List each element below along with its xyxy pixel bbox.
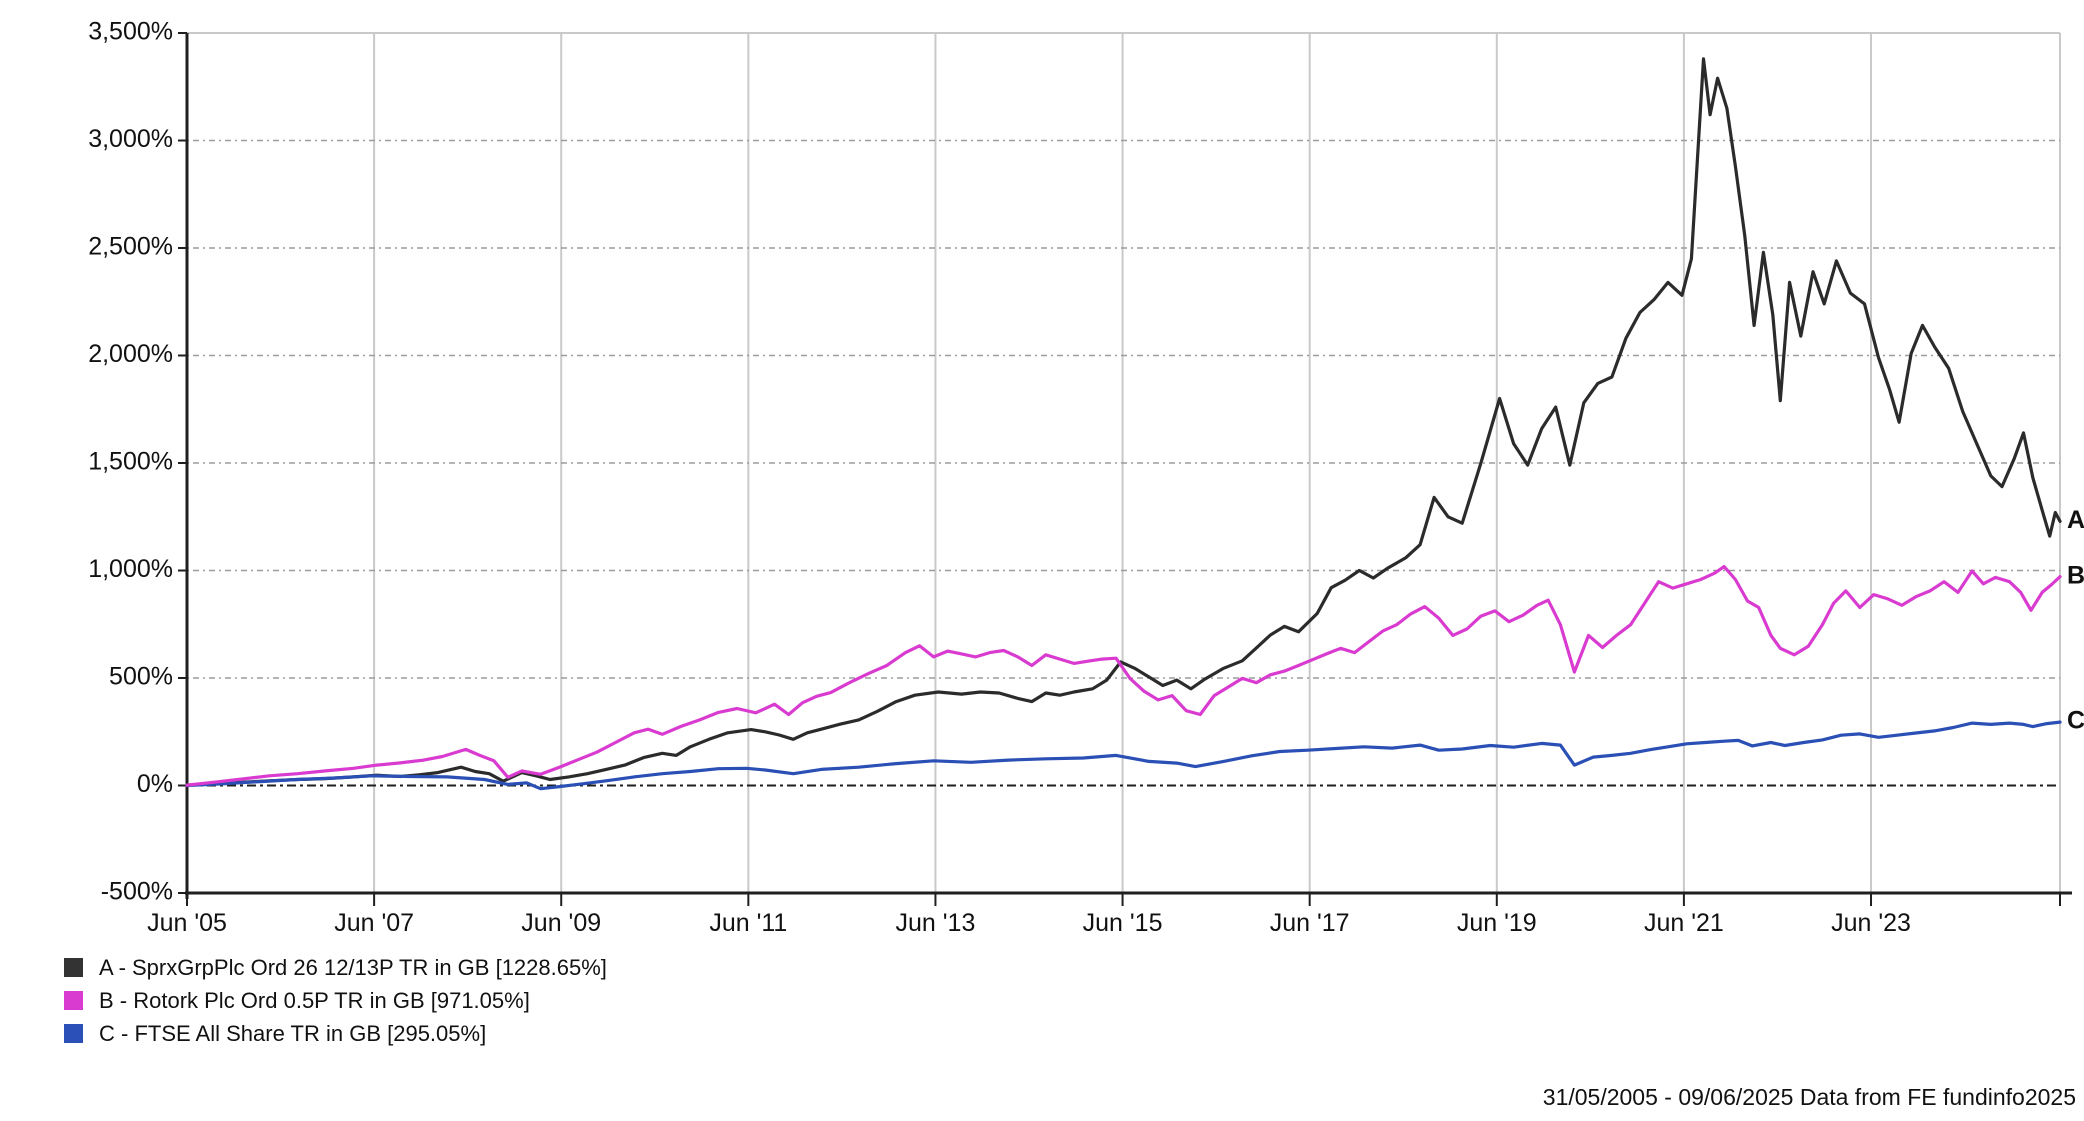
series-end-label-A: A [2067, 506, 2084, 534]
x-axis-tick-label: Jun '07 [334, 909, 414, 937]
legend-swatch-C [64, 1024, 83, 1043]
y-axis-tick-label: 2,000% [88, 340, 173, 368]
x-axis-tick-label: Jun '21 [1644, 909, 1724, 937]
chart-legend: A - SprxGrpPlc Ord 26 12/13P TR in GB [1… [64, 954, 607, 1047]
series-end-label-C: C [2067, 707, 2084, 735]
y-axis-tick-label: 3,000% [88, 125, 173, 153]
y-axis-tick-label: 1,500% [88, 448, 173, 476]
series-line-A [185, 57, 2062, 787]
x-axis-tick-label: Jun '15 [1083, 909, 1163, 937]
series-line-B [185, 564, 2062, 787]
x-axis-tick-label: Jun '17 [1270, 909, 1350, 937]
legend-label-C: C - FTSE All Share TR in GB [295.05%] [99, 1021, 487, 1046]
y-axis-tick-label: -500% [101, 878, 173, 906]
y-axis-tick-label: 0% [137, 770, 173, 798]
x-axis-tick-label: Jun '11 [709, 909, 787, 937]
series-end-label-B: B [2067, 561, 2084, 589]
x-axis-tick-label: Jun '05 [147, 909, 227, 937]
y-axis-tick-label: 1,000% [88, 555, 173, 583]
series-line-C [185, 720, 2062, 791]
x-axis-tick-label: Jun '19 [1457, 909, 1537, 937]
legend-label-B: B - Rotork Plc Ord 0.5P TR in GB [971.05… [99, 988, 530, 1013]
legend-swatch-B [64, 991, 83, 1010]
legend-item-B: B - Rotork Plc Ord 0.5P TR in GB [971.05… [64, 987, 607, 1014]
y-axis-tick-label: 2,500% [88, 233, 173, 261]
legend-item-A: A - SprxGrpPlc Ord 26 12/13P TR in GB [1… [64, 954, 607, 981]
y-axis-tick-label: 500% [109, 663, 173, 691]
legend-swatch-A [64, 958, 83, 977]
legend-item-C: C - FTSE All Share TR in GB [295.05%] [64, 1020, 607, 1047]
date-range-and-source: 31/05/2005 - 09/06/2025 Data from FE fun… [1542, 1084, 2076, 1110]
x-axis-tick-label: Jun '23 [1831, 909, 1911, 937]
legend-label-A: A - SprxGrpPlc Ord 26 12/13P TR in GB [1… [99, 955, 607, 980]
x-axis-tick-label: Jun '09 [521, 909, 601, 937]
y-axis-tick-label: 3,500% [88, 18, 173, 46]
x-axis-tick-label: Jun '13 [896, 909, 976, 937]
